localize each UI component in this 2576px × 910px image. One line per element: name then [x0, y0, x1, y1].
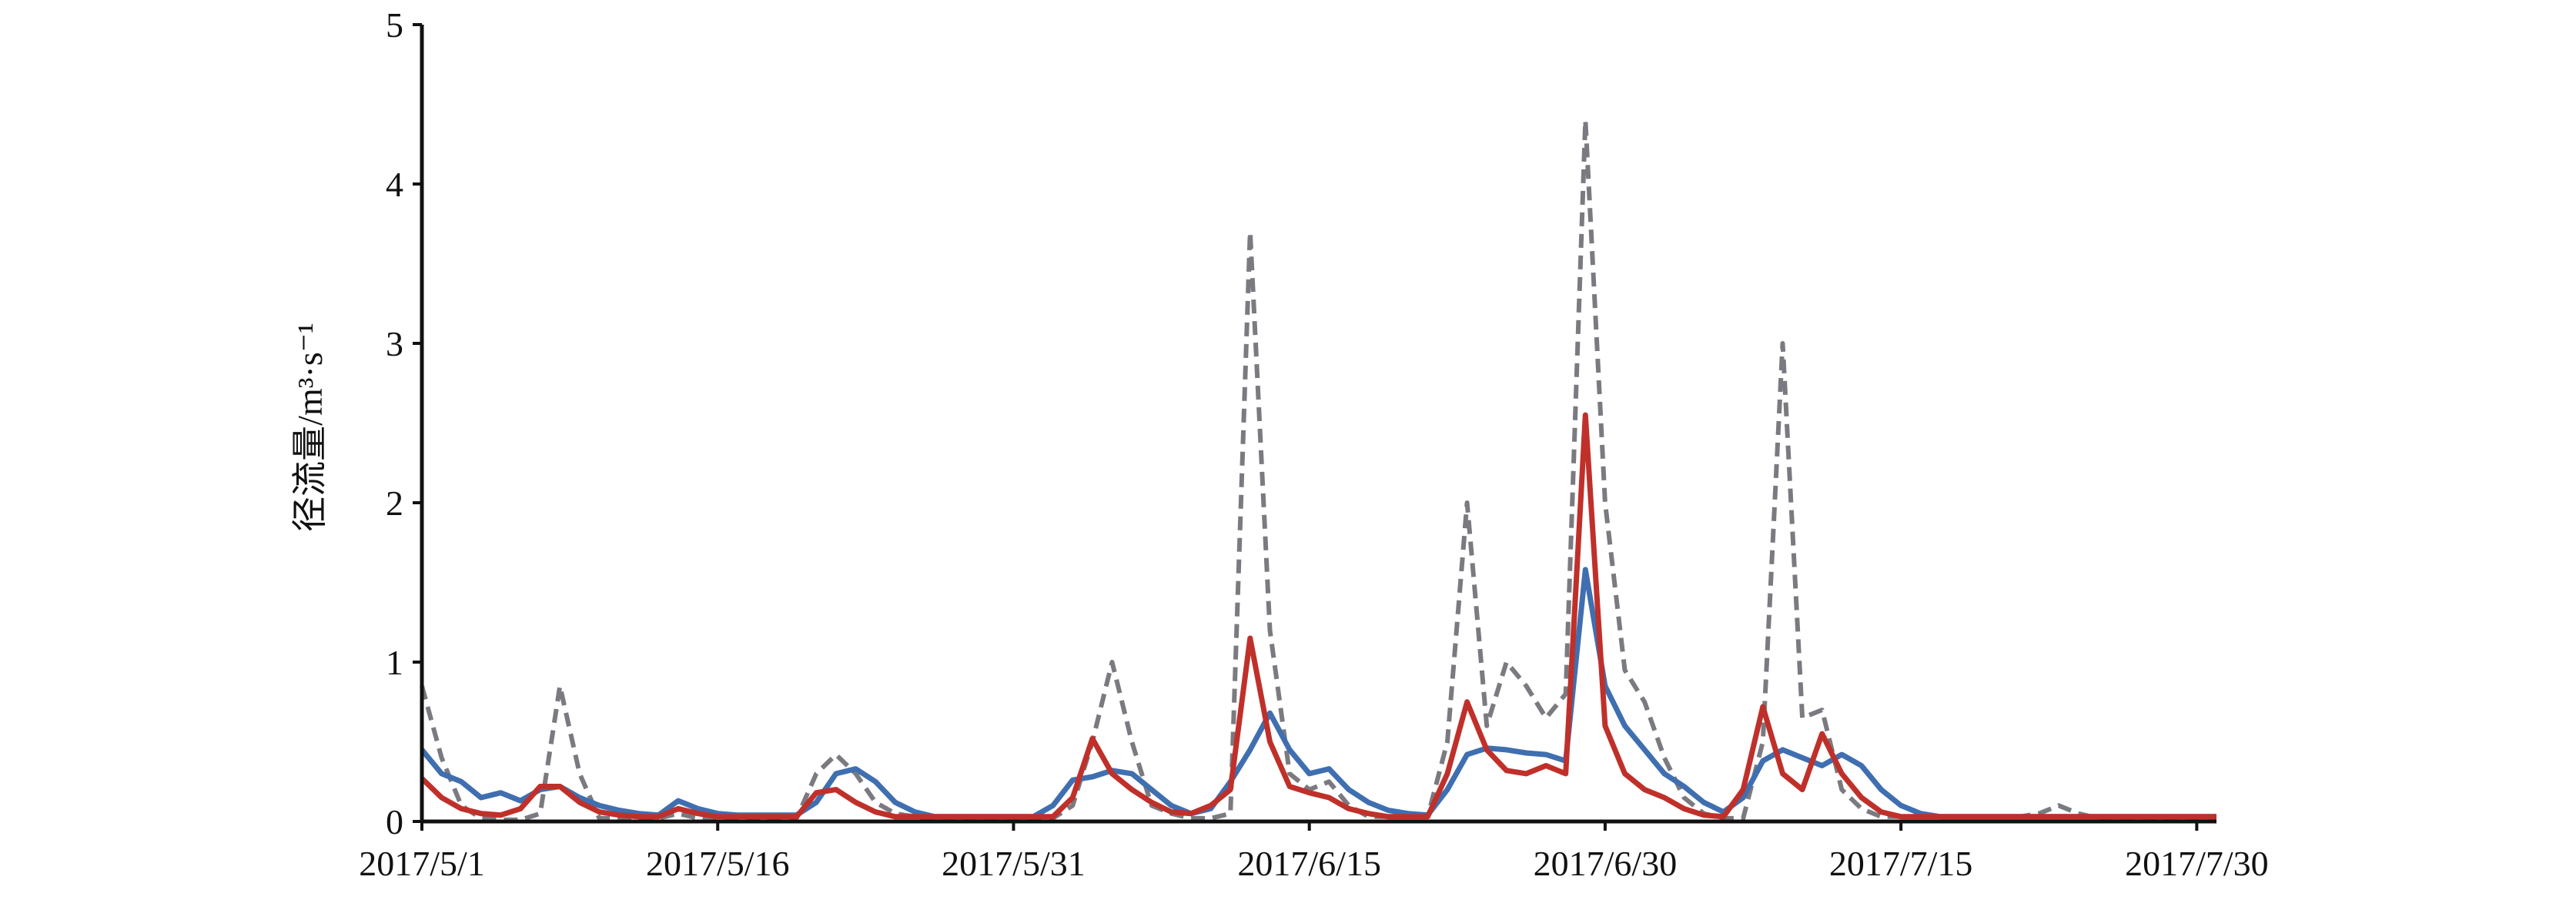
y-tick-label: 0: [386, 802, 403, 841]
y-tick-label: 4: [386, 165, 403, 204]
y-axis-label: 径流量/m³·s⁻¹: [290, 323, 330, 532]
y-tick-label: 5: [386, 5, 403, 45]
y-tick-label: 1: [386, 643, 403, 682]
x-tick-label: 2017/6/15: [1237, 844, 1381, 883]
x-tick-label: 2017/7/30: [2125, 844, 2269, 883]
y-tick-label: 3: [386, 324, 403, 363]
series-line: [420, 567, 2216, 820]
y-tick-label: 2: [386, 483, 403, 523]
series-line: [420, 412, 2216, 820]
x-tick-label: 2017/7/15: [1829, 844, 1973, 883]
x-tick-label: 2017/5/16: [646, 844, 790, 883]
x-tick-label: 2017/5/31: [942, 844, 1086, 883]
series-line: [420, 118, 2216, 822]
x-tick-label: 2017/6/30: [1534, 844, 1678, 883]
x-tick-label: 2017/5/1: [359, 844, 485, 883]
